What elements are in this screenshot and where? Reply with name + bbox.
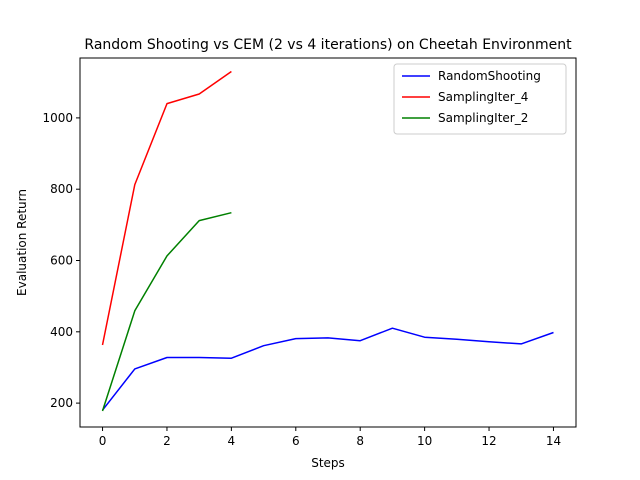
- legend-label: RandomShooting: [438, 69, 541, 83]
- legend-label: SamplingIter_4: [438, 90, 528, 104]
- series-line-samplingiter-2: [101, 211, 232, 412]
- x-tick-label: 2: [163, 434, 171, 448]
- series-line-randomshooting: [101, 327, 554, 411]
- x-tick-label: 8: [356, 434, 364, 448]
- plot-lines: [101, 70, 554, 412]
- x-tick-label: 4: [228, 434, 236, 448]
- legend: RandomShooting SamplingIter_4 SamplingIter…: [393, 63, 567, 135]
- x-tick-label: 0: [99, 434, 107, 448]
- y-tick-label: 400: [50, 325, 73, 339]
- y-axis-label: Evaluation Return: [15, 189, 29, 296]
- series-line-samplingiter-4: [101, 70, 232, 346]
- legend-box: [393, 63, 567, 135]
- legend-label: SamplingIter_2: [438, 111, 528, 125]
- plot-area-frame: [79, 57, 577, 428]
- y-tick-label: 200: [50, 396, 73, 410]
- x-tick-label: 12: [481, 434, 496, 448]
- y-tick-label: 600: [50, 254, 73, 268]
- y-tick-label: 1000: [42, 111, 73, 125]
- x-tick-label: 6: [292, 434, 300, 448]
- chart-title: Random Shooting vs CEM (2 vs 4 iteration…: [84, 37, 572, 53]
- x-tick-label: 10: [417, 434, 432, 448]
- x-tick-label: 14: [546, 434, 561, 448]
- y-axis-ticks: 200 400 600 800 1000: [42, 111, 80, 410]
- x-axis-label: Steps: [311, 456, 345, 470]
- x-axis-ticks: 0 2 4 6 8 10 12 14: [99, 427, 561, 448]
- y-tick-label: 800: [50, 182, 73, 196]
